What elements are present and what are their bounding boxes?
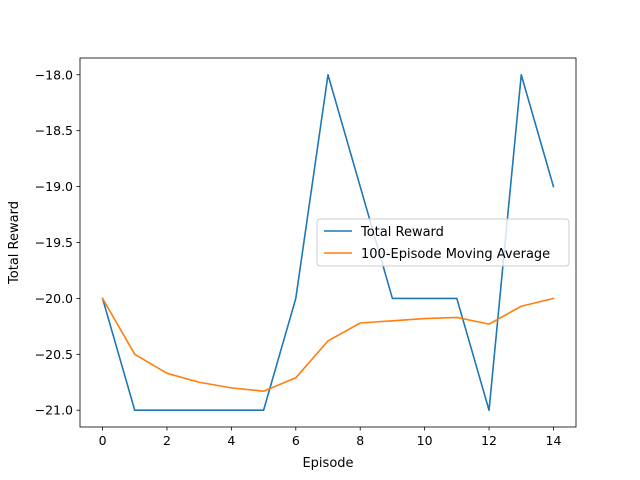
y-tick-label: −18.5 (35, 123, 73, 138)
x-tick-label: 6 (292, 433, 300, 448)
legend: Total Reward 100-Episode Moving Average (316, 218, 570, 267)
y-axis: −21.0 −20.5 −20.0 −19.5 −19.0 −18.5 −18.0 (35, 67, 80, 418)
legend-label-moving-average: 100-Episode Moving Average (361, 247, 550, 262)
x-tick-label: 0 (99, 433, 107, 448)
x-axis-label: Episode (302, 456, 353, 471)
y-tick-label: −19.0 (35, 179, 73, 194)
series-line-moving-average (101, 297, 555, 393)
x-axis: 0 2 4 6 8 10 12 14 (99, 427, 562, 448)
legend-label-total-reward: Total Reward (360, 225, 444, 240)
plot-lines (101, 73, 555, 412)
y-tick-label: −19.5 (35, 235, 73, 250)
y-tick-label: −20.5 (35, 347, 73, 362)
y-tick-label: −20.0 (35, 291, 73, 306)
y-tick-label: −18.0 (35, 67, 73, 82)
x-tick-label: 12 (481, 433, 497, 448)
x-tick-label: 10 (417, 433, 433, 448)
y-axis-label: Total Reward (7, 201, 22, 285)
legend-box (316, 218, 570, 267)
y-tick-label: −21.0 (35, 403, 73, 418)
x-tick-label: 14 (546, 433, 562, 448)
x-tick-label: 8 (356, 433, 364, 448)
x-tick-label: 2 (163, 433, 171, 448)
x-tick-label: 4 (227, 433, 235, 448)
series-line-total-reward (101, 73, 555, 412)
